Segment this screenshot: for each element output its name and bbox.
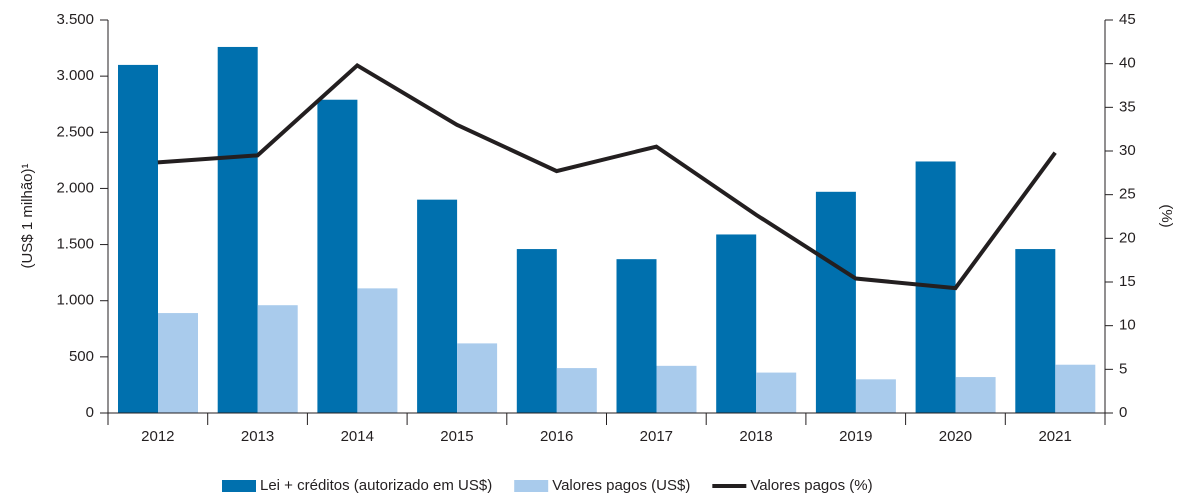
bar [815,191,856,413]
bar [955,377,996,413]
legend-label: Valores pagos (US$) [552,477,690,494]
y2-tick-label: 40 [1119,55,1136,72]
y2-tick-label: 20 [1119,229,1136,246]
y2-tick-label: 15 [1119,273,1136,290]
x-tick-label: 2016 [540,428,573,445]
bar [616,259,657,413]
x-tick-label: 2017 [640,428,673,445]
x-tick-label: 2012 [141,428,174,445]
y-tick-label: 500 [69,348,94,365]
y-tick-label: 2.500 [56,123,94,140]
bar [357,288,398,413]
bar [217,46,258,413]
bar [118,64,158,414]
x-tick-label: 2019 [839,428,872,445]
y2-tick-label: 30 [1119,142,1136,159]
y2-tick-label: 5 [1119,360,1127,377]
y2-tick-label: 10 [1119,317,1136,334]
bar [556,368,597,413]
bar [457,343,498,413]
bar [656,365,697,413]
bar [158,313,198,413]
y-tick-label: 3.000 [56,67,94,84]
x-tick-label: 2021 [1038,428,1071,445]
legend-swatch [222,480,256,492]
legend-label: Valores pagos (%) [750,477,872,494]
x-tick-label: 2013 [241,428,274,445]
y-tick-label: 1.500 [56,236,94,253]
bar [756,372,797,413]
y-tick-label: 3.500 [56,11,94,28]
bar [417,199,458,413]
y2-tick-label: 0 [1119,404,1127,421]
bar [317,99,358,414]
x-tick-label: 2015 [440,428,473,445]
y2-tick-label: 45 [1119,11,1136,28]
bar [1015,249,1056,413]
legend-swatch [514,480,549,492]
bar [1055,364,1096,413]
y2-axis-label: (%) [1158,204,1175,227]
y2-tick-label: 35 [1119,98,1136,115]
bar [855,379,896,413]
x-tick-label: 2014 [341,428,374,445]
y-tick-label: 1.000 [56,292,94,309]
legend-label: Lei + créditos (autorizado em US$) [260,477,492,494]
y2-tick-label: 25 [1119,186,1136,203]
bar [516,249,557,413]
x-tick-label: 2018 [739,428,772,445]
x-tick-label: 2020 [939,428,972,445]
line [157,62,1057,291]
y-axis-label: (US$ 1 milhão)¹ [19,163,36,268]
y-tick-label: 2.000 [56,179,94,196]
bar [716,234,757,413]
y-tick-label: 0 [86,404,94,421]
bar [257,305,298,413]
